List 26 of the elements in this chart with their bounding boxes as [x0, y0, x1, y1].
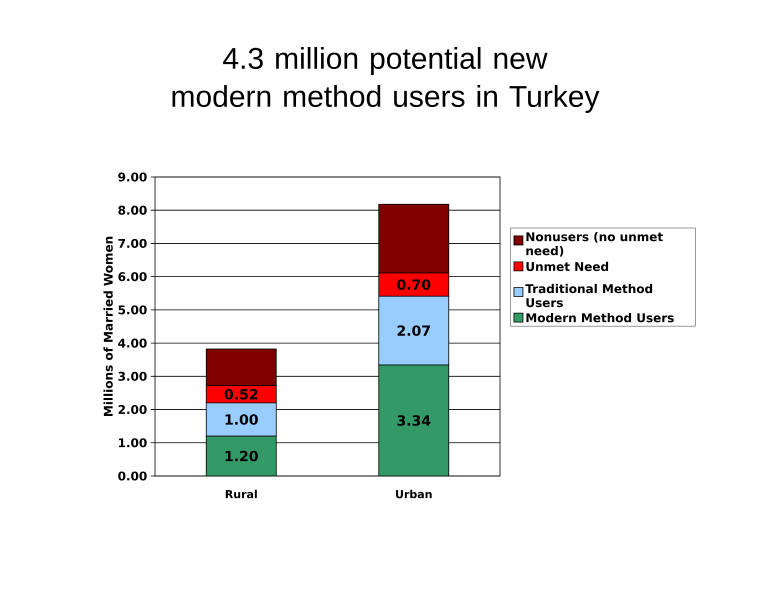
chart-title: 4.3 million potential new modern method users in Turkey	[172, 47, 600, 113]
data-label: 1.20	[226, 450, 258, 462]
y-tick-label: 7.00	[118, 238, 147, 248]
y-tick-label: 2.00	[118, 405, 147, 414]
y-tick-label: 4.00	[118, 338, 147, 348]
x-tick-label: Rural	[226, 490, 257, 498]
y-axis-title: Millions of Married Women	[103, 236, 113, 416]
y-tick-label: 3.00	[118, 372, 147, 381]
y-tick-label: 0.00	[118, 471, 147, 481]
y-tick-label: 6.00	[118, 272, 147, 282]
bar	[206, 436, 277, 476]
legend-label: Modern Method Users	[526, 313, 674, 322]
legend-label: Traditional Method Users	[525, 284, 652, 308]
data-label: 0.70	[397, 279, 430, 290]
data-label: 0.52	[224, 388, 258, 400]
legend-label: Unmet Need	[526, 262, 608, 272]
data-label: 2.07	[398, 325, 430, 336]
x-tick-label: Urban	[396, 490, 432, 498]
legend-label: Nonusers (no unmet need)	[526, 232, 663, 257]
data-label: 1.00	[226, 414, 258, 425]
y-tick-label: 1.00	[118, 438, 147, 448]
bar	[378, 364, 450, 476]
y-tick-label: 8.00	[118, 206, 147, 215]
y-tick-label: 5.00	[118, 305, 147, 314]
y-tick-label: 9.00	[118, 172, 147, 182]
data-label: 3.34	[397, 415, 430, 426]
